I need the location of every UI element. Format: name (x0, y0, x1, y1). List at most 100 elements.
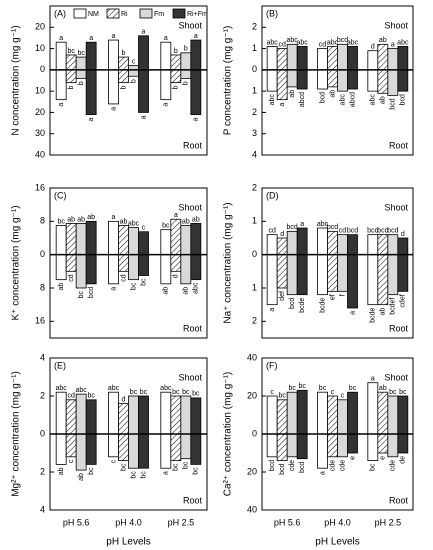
shoot-bar (377, 43, 389, 71)
root-letter: bc (193, 467, 200, 475)
root-bar (138, 254, 149, 276)
root-letter: bc (140, 278, 147, 286)
shoot-bar (276, 48, 288, 71)
root-letter: bc (140, 471, 147, 479)
root-bar (170, 433, 182, 462)
root-bar (180, 254, 192, 285)
root-bar (266, 254, 278, 306)
y-tick-label: 2 (252, 182, 257, 192)
root-letter: bc (120, 463, 127, 471)
root-bar (397, 433, 409, 454)
shoot-bar (170, 395, 182, 435)
shoot-bar (170, 218, 182, 256)
y-tick-label: 16 (35, 182, 45, 192)
shoot-bar (347, 391, 358, 435)
shoot-letter: cd (268, 228, 276, 235)
root-bar (347, 433, 358, 454)
shoot-label: Shoot (178, 372, 202, 382)
shoot-bar (190, 397, 202, 435)
shoot-letter: bc (319, 385, 327, 392)
shoot-letter: d (280, 231, 284, 238)
root-bar (377, 433, 389, 454)
root-bar (138, 433, 149, 469)
root-bar (317, 69, 328, 90)
root-label: Root (183, 495, 203, 505)
y-tick-label: 2 (252, 316, 257, 326)
plot-frame (261, 5, 414, 156)
root-letter: bc (78, 291, 85, 299)
shoot-letter: cd (67, 393, 75, 400)
root-bar (296, 254, 308, 296)
shoot-bar (296, 227, 308, 256)
shoot-letter: b (122, 50, 126, 57)
root-bar (55, 254, 67, 281)
shoot-letter: abc (76, 387, 88, 394)
shoot-letter: bc (172, 389, 180, 396)
shoot-letter: bc (192, 391, 200, 398)
root-letter: bcde (319, 298, 326, 313)
shoot-letter: abc (317, 221, 329, 228)
root-bar (190, 69, 202, 115)
root-bar (276, 433, 288, 462)
root-letter: bc (370, 463, 377, 471)
y-tick-label: 40 (247, 504, 257, 514)
root-bar (327, 69, 338, 88)
shoot-letter: abc (56, 385, 68, 392)
root-letter: a (88, 117, 95, 121)
panel-label: (E) (54, 360, 66, 370)
shoot-bar (317, 391, 328, 435)
root-letter: a (58, 103, 65, 107)
y-tick-label: 0 (252, 64, 257, 74)
shoot-letter: a (164, 35, 168, 42)
shoot-bar (337, 43, 348, 71)
y-tick-label: 40 (35, 149, 45, 159)
shoot-bar (387, 234, 399, 256)
panel-label: (F) (266, 360, 278, 370)
y-tick-label: 1 (252, 216, 257, 226)
y-tick-label: 8 (40, 216, 45, 226)
root-letter: bcd (88, 287, 95, 298)
root-bar (337, 69, 348, 92)
root-bar (286, 69, 298, 88)
shoot-letter: a (59, 35, 63, 42)
y-axis-label: Ca²⁺ concentration (mg g⁻¹) (223, 372, 234, 497)
shoot-letter: a (112, 214, 116, 221)
shoot-bar (85, 41, 97, 71)
shoot-letter: abc (128, 220, 140, 227)
root-bar (85, 433, 97, 465)
root-bar (128, 433, 139, 469)
root-bar (377, 69, 389, 94)
shoot-letter: ab (379, 385, 387, 392)
root-letter: bcd (279, 464, 286, 475)
root-letter: cde (339, 460, 346, 471)
root-bar (180, 433, 192, 460)
root-letter: cdef (400, 294, 407, 307)
root-letter: a (193, 117, 200, 121)
root-letter: b (173, 86, 180, 90)
root-letter: ab (183, 287, 190, 295)
root-bar (347, 69, 358, 90)
root-letter: def (279, 291, 286, 301)
shoot-letter: bc (77, 50, 85, 57)
root-bar (128, 254, 139, 281)
shoot-letter: bc (87, 393, 95, 400)
root-bar (160, 433, 172, 469)
shoot-bar (190, 223, 202, 256)
shoot-letter: bc (57, 218, 65, 225)
y-tick-label: 2 (40, 466, 45, 476)
shoot-bar (138, 395, 149, 435)
root-bar (337, 433, 348, 458)
root-bar (118, 433, 129, 462)
y-axis-label: Mg²⁺ concentration (mg g⁻¹) (11, 371, 22, 497)
shoot-bar (327, 46, 338, 71)
root-letter: a (140, 115, 147, 119)
shoot-letter: c (270, 389, 274, 396)
panel-label: (D) (266, 190, 279, 200)
x-axis-label: pH Levels (106, 537, 150, 548)
y-tick-label: 0 (252, 249, 257, 259)
shoot-letter: b (174, 48, 178, 55)
shoot-letter: bc (140, 389, 148, 396)
shoot-letter: bcd (327, 224, 338, 231)
root-letter: bc (183, 461, 190, 469)
shoot-label: Shoot (178, 20, 202, 30)
